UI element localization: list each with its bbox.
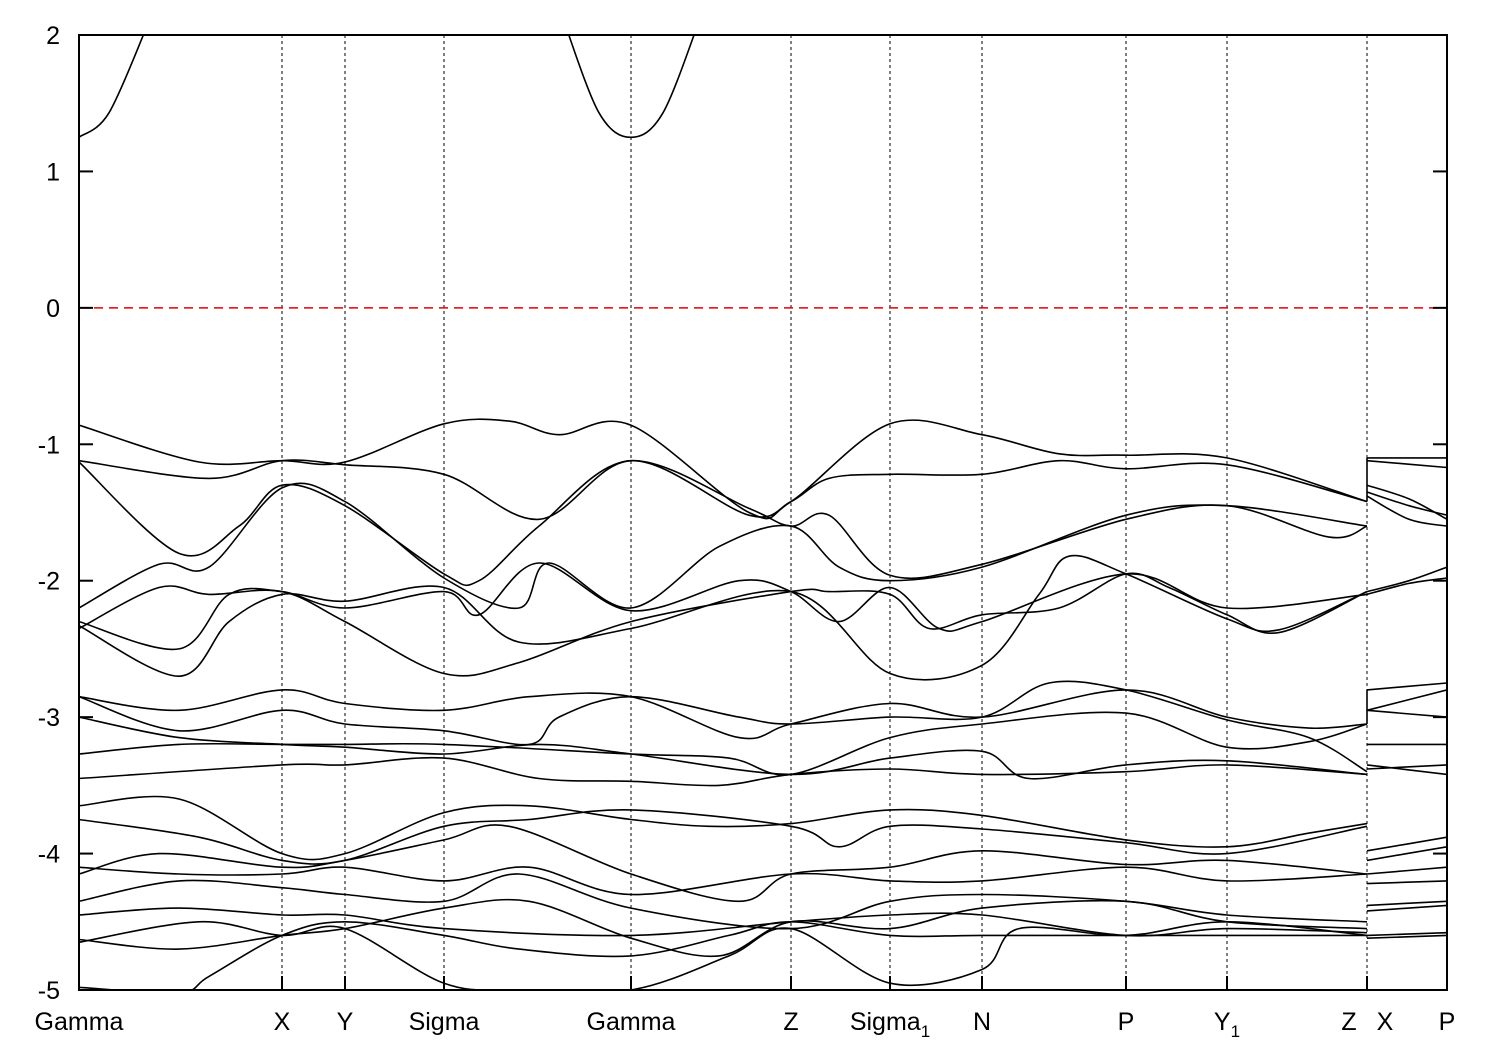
band-vb-7 — [79, 562, 1368, 651]
kpoint-label: Y1 — [1214, 1008, 1240, 1041]
y-tick-label: -2 — [38, 568, 60, 596]
y-tick-label: 0 — [46, 295, 60, 323]
kpoint-label-text: Gamma — [35, 1008, 124, 1036]
y-tick-label: -4 — [38, 841, 60, 869]
band-vb-19 — [79, 920, 1368, 990]
band-vb-4 — [79, 482, 1368, 610]
kpoint-label-text: P — [1439, 1008, 1456, 1036]
band-segment-x-p — [1366, 880, 1447, 885]
band-vb-17 — [79, 873, 1368, 930]
kpoint-label-text: Z — [783, 1008, 798, 1036]
band-vb-13 — [79, 795, 1368, 861]
band-segment-x-p — [1366, 709, 1447, 718]
kpoint-label-text: P — [1118, 1008, 1135, 1036]
band-vb-21 — [79, 898, 1368, 958]
kpoint-label: Sigma — [409, 1008, 480, 1036]
band-vb-3 — [79, 459, 1368, 587]
plot-frame — [78, 34, 1448, 991]
band-vb-1 — [79, 418, 1368, 520]
band-segment-x-p — [1366, 459, 1447, 469]
kpoint-label: X — [274, 1008, 291, 1036]
kpoint-label-subscript: 1 — [921, 1022, 930, 1041]
y-tick-label: 1 — [46, 158, 60, 186]
y-tick-label: -1 — [38, 431, 60, 459]
band-vb-8 — [79, 689, 1368, 740]
band-segment-x-p — [1366, 577, 1447, 596]
band-vb-2 — [79, 459, 1368, 580]
kpoint-label: X — [1377, 1008, 1394, 1036]
band-vb-15 — [79, 824, 1368, 903]
band-segment-x-p — [1366, 846, 1447, 862]
y-tick-label: -3 — [38, 704, 60, 732]
kpoint-label: Sigma1 — [850, 1008, 930, 1041]
band-vb-9 — [79, 680, 1368, 773]
kpoint-label: Z — [783, 1008, 798, 1036]
y-tick-label: 2 — [46, 22, 60, 50]
band-vb-6 — [79, 554, 1368, 681]
band-segment-x-p — [1366, 866, 1447, 875]
band-vb-5 — [79, 572, 1368, 677]
band-segment-x-p — [1366, 764, 1447, 770]
x-axis: Gamma X Y Sigma Gamma Z Sigma1 N P Y1 Z X P — [35, 976, 1456, 1041]
y-tick-label: -5 — [38, 977, 60, 1005]
band-cb-2 — [567, 35, 695, 139]
bands — [79, 35, 1447, 990]
y-axis: -5 -4 -3 -2 -1 0 1 2 — [38, 22, 1447, 1005]
kpoint-label: N — [973, 1008, 991, 1036]
kpoint-label-text: N — [973, 1008, 991, 1036]
band-vb-18 — [79, 907, 1368, 937]
kpoint-label: Z — [1341, 1008, 1356, 1036]
band-segment-x-p — [1366, 491, 1447, 516]
band-cb-1 — [79, 35, 145, 138]
kpoint-label-text: Y — [337, 1008, 354, 1036]
band-segment-x-p — [1366, 689, 1447, 712]
band-segment-x-p — [1366, 682, 1447, 691]
band-segment-x-p — [1366, 934, 1447, 939]
band-vb-14 — [79, 809, 1368, 865]
kpoint-label: Gamma — [35, 1008, 124, 1036]
kpoint-label-text: Gamma — [587, 1008, 676, 1036]
kpoint-label-text: X — [1377, 1008, 1394, 1036]
kpoint-label-text: X — [274, 1008, 291, 1036]
band-segment-x-p — [1366, 566, 1447, 593]
kpoint-label: P — [1118, 1008, 1135, 1036]
band-segment-x-p — [1366, 764, 1447, 776]
kpoint-label-text: Sigma — [850, 1008, 921, 1036]
kpoint-label-subscript: 1 — [1231, 1022, 1240, 1041]
kpoint-label: P — [1439, 1008, 1456, 1036]
band-segment-x-p — [1366, 931, 1447, 937]
band-segment-x-p — [1366, 900, 1447, 907]
band-segment-x-p — [1366, 484, 1447, 521]
kpoint-label-text: Sigma — [409, 1008, 480, 1036]
kpoint-label: Y — [337, 1008, 354, 1036]
band-vb-16 — [79, 866, 1368, 896]
band-vb-12 — [79, 716, 1368, 780]
kpoint-label-text: Y — [1214, 1008, 1231, 1036]
band-segment-x-p — [1366, 904, 1447, 912]
band-segment-x-p — [1366, 836, 1447, 852]
kpoint-label: Gamma — [587, 1008, 676, 1036]
band-segment-x-p — [1366, 495, 1447, 527]
band-vb-20 — [79, 920, 1367, 990]
band-vb-11 — [79, 756, 1368, 787]
kpoint-label-text: Z — [1341, 1008, 1356, 1036]
